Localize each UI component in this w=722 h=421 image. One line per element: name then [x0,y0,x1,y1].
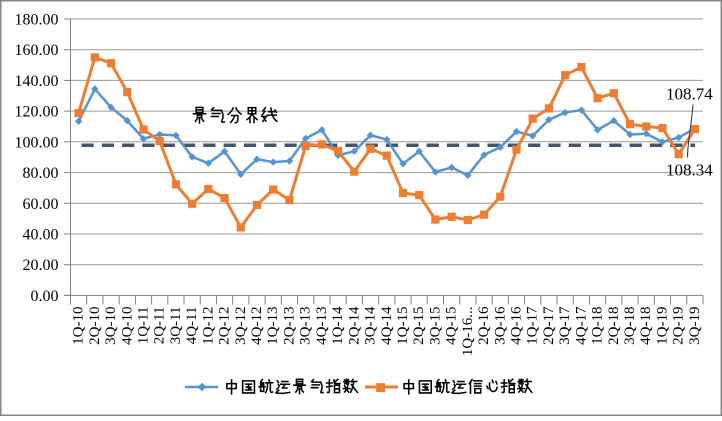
svg-text:140.00: 140.00 [15,73,59,90]
svg-text:2Q-15: 2Q-15 [411,307,427,345]
svg-text:4Q-12: 4Q-12 [249,307,265,345]
svg-text:3Q-15: 3Q-15 [427,307,443,345]
svg-text:1Q-17: 1Q-17 [525,306,541,345]
svg-text:1Q-19: 1Q-19 [654,307,670,345]
svg-text:3Q-13: 3Q-13 [298,307,314,345]
svg-text:1Q-10: 1Q-10 [71,307,87,345]
svg-text:4Q-14: 4Q-14 [379,306,395,345]
svg-text:2Q-13: 2Q-13 [281,307,297,345]
svg-text:4Q-13: 4Q-13 [314,307,330,345]
svg-text:3Q-11: 3Q-11 [168,307,184,345]
svg-text:1Q-13: 1Q-13 [265,307,281,345]
svg-text:60.00: 60.00 [23,196,59,213]
svg-text:2Q-11: 2Q-11 [152,307,168,345]
svg-text:2Q-14: 2Q-14 [346,306,362,345]
svg-text:2Q-12: 2Q-12 [217,307,233,345]
svg-text:4Q-11: 4Q-11 [184,307,200,345]
svg-text:2Q-19: 2Q-19 [671,307,687,345]
svg-text:1Q-16...: 1Q-16... [460,307,476,357]
svg-text:4Q-16: 4Q-16 [508,306,524,345]
svg-text:4Q-10: 4Q-10 [119,307,135,345]
svg-text:2Q-17: 2Q-17 [541,306,557,345]
svg-text:3Q-19: 3Q-19 [687,307,703,345]
svg-text:3Q-14: 3Q-14 [363,306,379,345]
svg-text:160.00: 160.00 [15,42,59,59]
svg-text:3Q-17: 3Q-17 [557,306,573,345]
svg-text:108.34: 108.34 [666,161,713,180]
svg-text:4Q-18: 4Q-18 [638,307,654,345]
svg-text:0.00: 0.00 [31,288,59,305]
svg-text:2Q-18: 2Q-18 [606,307,622,345]
svg-text:4Q-17: 4Q-17 [573,306,589,345]
svg-text:2Q-10: 2Q-10 [87,307,103,345]
svg-text:3Q-10: 3Q-10 [103,307,119,345]
svg-text:3Q-16: 3Q-16 [492,306,508,345]
svg-text:4Q-15: 4Q-15 [444,307,460,345]
svg-text:120.00: 120.00 [15,104,59,121]
svg-text:100.00: 100.00 [15,134,59,151]
svg-text:1Q-15: 1Q-15 [395,307,411,345]
svg-text:3Q-12: 3Q-12 [233,307,249,345]
svg-text:2Q-16: 2Q-16 [476,306,492,345]
svg-text:1Q-12: 1Q-12 [200,307,216,345]
svg-text:3Q-18: 3Q-18 [622,307,638,345]
svg-text:20.00: 20.00 [23,257,59,274]
svg-text:180.00: 180.00 [15,12,59,29]
svg-text:80.00: 80.00 [23,165,59,182]
svg-text:1Q-11: 1Q-11 [135,307,151,345]
svg-text:1Q-14: 1Q-14 [330,306,346,345]
svg-text:108.74: 108.74 [666,85,713,104]
svg-text:40.00: 40.00 [23,227,59,244]
svg-text:1Q-18: 1Q-18 [590,307,606,345]
